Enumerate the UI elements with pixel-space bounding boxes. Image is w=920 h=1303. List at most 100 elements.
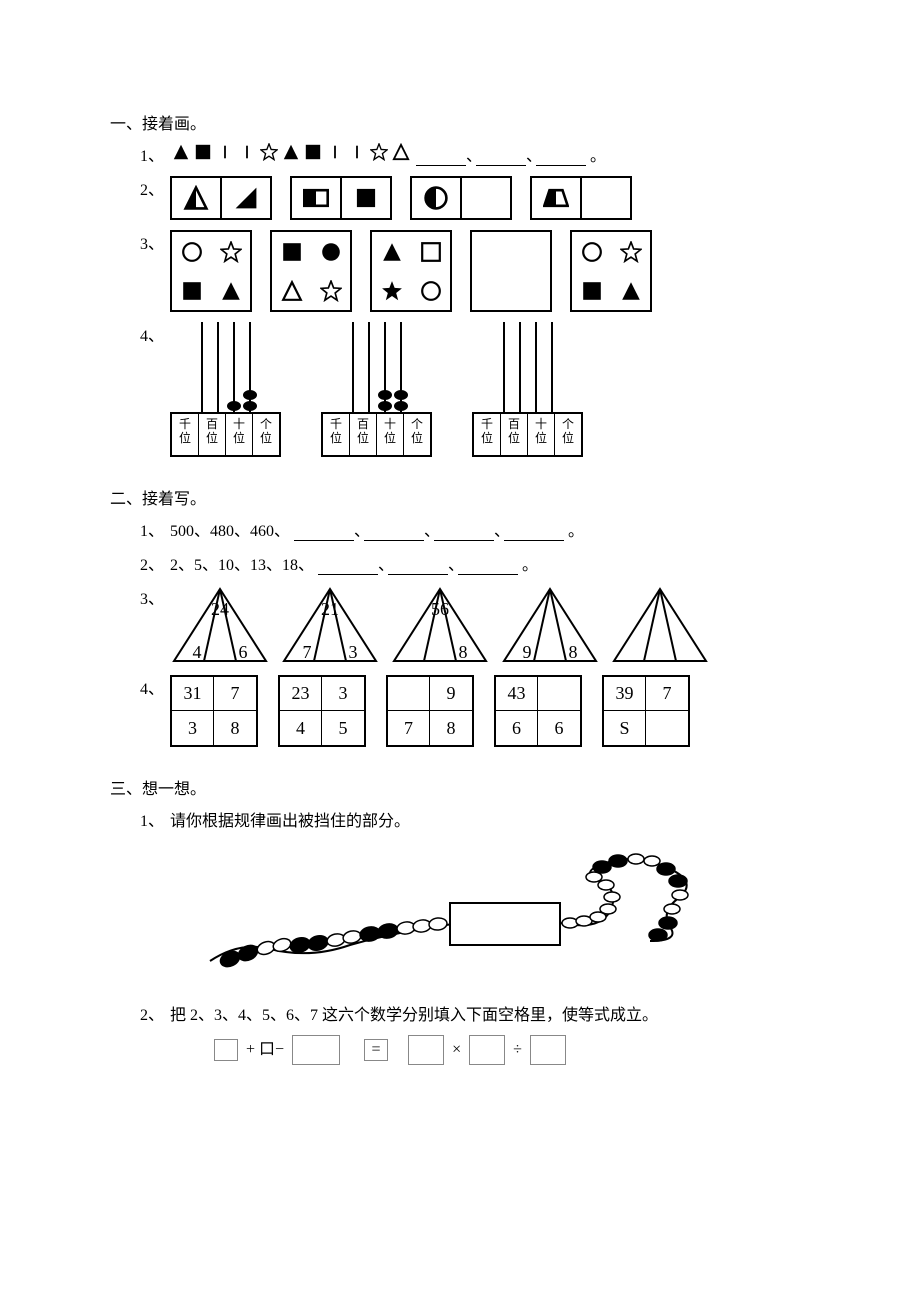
q2-4-body: 31738233459784366397S [170,675,810,747]
abacus-label: 千位 [172,414,199,455]
eq-box[interactable] [214,1039,238,1061]
table-cell: 7 [646,677,688,711]
seq-shape [282,143,300,166]
grid-cell [272,232,311,271]
shape-grid[interactable] [470,230,552,312]
tri-top-val: 21 [280,599,380,620]
pair-cell[interactable] [582,176,632,220]
abacus-rod [352,322,354,412]
blank[interactable] [476,147,526,166]
shape-pair [410,176,512,220]
sq-black-icon [281,241,303,263]
grid-cell [311,271,350,310]
blank[interactable] [364,522,424,541]
shape-grid [370,230,452,312]
sq-black-icon [181,280,203,302]
abacus-rod [384,322,386,412]
grid-cell [172,232,211,271]
blank[interactable] [294,522,354,541]
abacus-label: 千位 [474,414,501,455]
abacus-label: 百位 [350,414,377,455]
abacus-rod [503,322,505,412]
grid-cell [372,271,411,310]
tri-half-icon [183,185,209,211]
blank[interactable] [504,522,564,541]
pair-cell[interactable] [462,176,512,220]
grid-cell [411,271,450,310]
table-cell: 3 [172,711,214,745]
tri-br-val: 3 [338,642,368,663]
table-cell: 6 [538,711,580,745]
seq-shape [370,143,388,166]
abacus-bead [243,390,257,400]
blank[interactable] [536,147,586,166]
q3-1-text: 请你根据规律画出被挡住的部分。 [170,807,810,831]
abacus-bead [243,401,257,411]
circle-half-icon [423,185,449,211]
abacus-label: 十位 [377,414,404,455]
tri-out-icon [281,280,303,302]
number-triangle: 568 [390,585,490,665]
table-cell: 3 [322,677,364,711]
pair-cell [222,176,272,220]
seq-shape [326,143,344,166]
abacus-label: 百位 [199,414,226,455]
abacus: 千位百位十位个位 [170,322,281,457]
table-cell: 39 [604,677,646,711]
table-cell[interactable] [538,677,580,711]
grid-cell [211,232,250,271]
shape-grid [170,230,252,312]
seq-shape [194,143,212,166]
table-cell: S [604,711,646,745]
table-cell: 4 [280,711,322,745]
table-cell[interactable] [646,711,688,745]
tri-top-val: 24 [170,599,270,620]
bar-icon [348,143,366,161]
abacus-rod [217,322,219,412]
blank[interactable] [434,522,494,541]
q1-2: 2、 [140,176,810,220]
number-table: 23345 [278,675,366,747]
table-cell[interactable] [388,677,430,711]
blank[interactable] [318,556,378,575]
grid-cell [172,271,211,310]
table-cell: 8 [214,711,256,745]
number-triangle: 2446 [170,585,270,665]
grid-cell [572,232,611,271]
grid-cell [311,232,350,271]
tri-bl-val: 4 [182,642,212,663]
eq-box[interactable] [408,1035,444,1065]
abacus-bead [394,401,408,411]
sq-black-icon [194,143,212,161]
grid-cell [511,271,550,310]
q2-3-body: 2446217356898 [170,585,810,665]
star-out-icon [320,280,342,302]
seq-shape [172,143,190,166]
abacus-rod [249,322,251,412]
eq-box[interactable] [530,1035,566,1065]
blank[interactable] [458,556,518,575]
item-num: 2、 [140,176,164,200]
tri-black-icon [620,280,642,302]
table-cell: 6 [496,711,538,745]
abacus-rod [519,322,521,412]
bar-icon [326,143,344,161]
number-triangle: 98 [500,585,600,665]
table-cell: 43 [496,677,538,711]
q1-1-body: 、 、 。 [170,142,810,166]
tri-black-icon [282,143,300,161]
tri-br-val: 8 [558,642,588,663]
abacus-label: 十位 [528,414,555,455]
q2-1: 1、 500、480、460、 、 、 、 。 [140,517,810,541]
section-3-title: 三、想一想。 [110,775,810,799]
blank[interactable] [388,556,448,575]
eq-box[interactable] [469,1035,505,1065]
blank[interactable] [416,147,466,166]
pair-cell [290,176,342,220]
eq-box[interactable] [292,1035,340,1065]
number-table: 4366 [494,675,582,747]
abacus: 千位百位十位个位 [321,322,432,457]
grid-cell [372,232,411,271]
eq-eq-box: = [364,1039,388,1061]
trap-half-icon [543,185,569,211]
